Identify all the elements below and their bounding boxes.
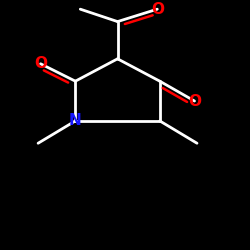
Text: N: N bbox=[69, 114, 82, 128]
Text: O: O bbox=[34, 56, 47, 71]
Text: O: O bbox=[151, 2, 164, 17]
Text: O: O bbox=[188, 94, 201, 108]
